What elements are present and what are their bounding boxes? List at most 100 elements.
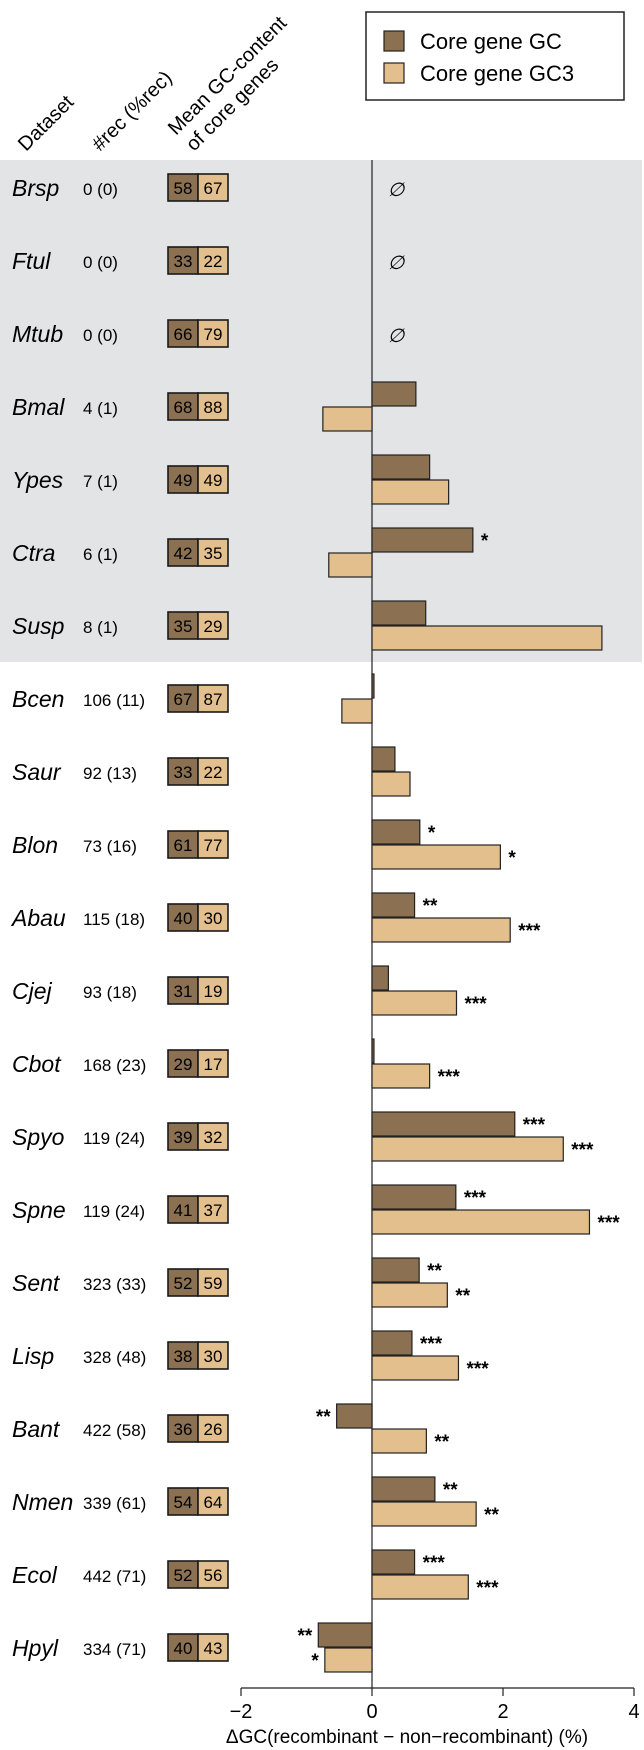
- rec-count: 73 (16): [83, 837, 137, 856]
- row-blon: Blon 73 (16) 61 77: [12, 830, 229, 859]
- gc3-bar-hpyl: [324, 1647, 373, 1673]
- gc3-value: 22: [204, 763, 223, 782]
- gc3-value: 32: [204, 1128, 223, 1147]
- rec-count: 0 (0): [83, 253, 118, 272]
- gc-value: 52: [174, 1566, 193, 1585]
- rec-count: 0 (0): [83, 180, 118, 199]
- significance-label: **: [455, 1286, 470, 1307]
- gc3-box: [197, 1560, 229, 1589]
- gc3-bar-bmal: [322, 406, 373, 432]
- gc-value: 40: [174, 909, 193, 928]
- gc3-value: 35: [204, 544, 223, 563]
- dataset-label: Bant: [12, 1416, 61, 1442]
- gc3-value: 17: [204, 1055, 223, 1074]
- gc3-bar-sent: [371, 1282, 448, 1308]
- row-sent: Sent 323 (33) 52 59: [12, 1268, 229, 1297]
- gc3-value: 79: [204, 325, 223, 344]
- gc3-value: 59: [204, 1274, 223, 1293]
- gc-box: [167, 1560, 199, 1589]
- x-axis: ΔGC(recombinant − non−recombinant) (%) −…: [226, 1687, 640, 1748]
- significance-label: ***: [523, 1115, 546, 1136]
- gc3-bar-susp: [371, 625, 603, 651]
- significance-label: ***: [476, 1578, 499, 1599]
- gc3-bar-cjej: [371, 990, 458, 1016]
- gc-box: [167, 1122, 199, 1151]
- row-brsp: Brsp 0 (0) 58 67 ∅: [12, 173, 406, 202]
- row-lisp: Lisp 328 (48) 38 30: [12, 1341, 229, 1370]
- significance-label: **: [443, 1480, 458, 1501]
- gc3-value: 43: [204, 1639, 223, 1658]
- gc3-box: [197, 538, 229, 567]
- row-hpyl: Hpyl 334 (71) 40 43: [12, 1633, 229, 1662]
- gc-bar-susp: [371, 600, 427, 626]
- gc-value: 42: [174, 544, 193, 563]
- legend-swatch-gc: [383, 30, 405, 52]
- gc-box: [167, 319, 199, 348]
- bars: ****************************************…: [297, 381, 620, 1673]
- gc3-value: 77: [204, 836, 223, 855]
- gc3-bar-ecol: [371, 1574, 469, 1600]
- gc3-value: 67: [204, 179, 223, 198]
- row-saur: Saur 92 (13) 33 22: [12, 757, 229, 786]
- rec-count: 6 (1): [83, 545, 118, 564]
- row-abau: Abau 115 (18) 40 30: [10, 903, 229, 932]
- gc-bar-ecol: [371, 1549, 416, 1575]
- row-spne: Spne 119 (24) 41 37: [12, 1195, 229, 1224]
- x-tick-label: 2: [497, 1701, 508, 1723]
- row-ftul: Ftul 0 (0) 33 22 ∅: [12, 246, 406, 275]
- gc3-box: [197, 173, 229, 202]
- dataset-label: Ftul: [12, 248, 51, 274]
- significance-label: **: [297, 1626, 312, 1647]
- legend-swatch-gc3: [383, 62, 405, 84]
- gc-bar-saur: [371, 746, 396, 772]
- gc-value: 41: [174, 1201, 193, 1220]
- row-nmen: Nmen 339 (61) 54 64: [12, 1487, 229, 1516]
- gc-bar-sent: [371, 1257, 420, 1283]
- gc-bar-ypes: [371, 454, 431, 480]
- gc3-value: 22: [204, 252, 223, 271]
- gc-value: 33: [174, 763, 193, 782]
- header-dataset: Dataset: [14, 91, 79, 156]
- rec-count: 0 (0): [83, 326, 118, 345]
- rec-count: 115 (18): [83, 910, 145, 929]
- significance-label: *: [428, 823, 436, 844]
- gc-value: 33: [174, 252, 193, 271]
- gc3-bar-saur: [371, 771, 411, 797]
- gc3-bar-ctra: [328, 552, 373, 578]
- legend-label-gc3: Core gene GC3: [420, 61, 574, 86]
- gc-value: 39: [174, 1128, 193, 1147]
- gc-bar-spyo: [371, 1111, 516, 1137]
- gc-value: 52: [174, 1274, 193, 1293]
- gc-value: 35: [174, 617, 193, 636]
- significance-label: ***: [420, 1334, 443, 1355]
- gc3-box: [197, 903, 229, 932]
- gc-box: [167, 1633, 199, 1662]
- no-recombination-mark: ∅: [388, 326, 406, 347]
- gc3-bar-cbot: [371, 1063, 431, 1089]
- gc3-bar-abau: [371, 917, 511, 943]
- row-bcen: Bcen 106 (11) 67 87: [12, 684, 229, 713]
- gc3-value: 49: [204, 471, 223, 490]
- dataset-label: Susp: [12, 613, 65, 639]
- gc3-box: [197, 1633, 229, 1662]
- dataset-label: Ctra: [12, 540, 55, 566]
- legend: Core gene GC Core gene GC3: [365, 11, 625, 101]
- rec-count: 334 (71): [83, 1640, 146, 1659]
- significance-label: **: [484, 1505, 499, 1526]
- dataset-label: Bmal: [12, 394, 65, 420]
- significance-label: **: [316, 1407, 331, 1428]
- gc3-box: [197, 1122, 229, 1151]
- gc3-bar-bant: [371, 1428, 427, 1454]
- significance-label: ***: [464, 994, 487, 1015]
- gc3-box: [197, 830, 229, 859]
- gc-value: 40: [174, 1639, 193, 1658]
- significance-label: ***: [466, 1359, 489, 1380]
- significance-label: *: [481, 531, 489, 552]
- dataset-label: Bcen: [12, 686, 64, 712]
- row-susp: Susp 8 (1) 35 29: [12, 611, 229, 640]
- dataset-label: Blon: [12, 832, 58, 858]
- dataset-label: Cbot: [12, 1051, 62, 1077]
- row-cbot: Cbot 168 (23) 29 17: [12, 1049, 229, 1078]
- rec-count: 422 (58): [83, 1421, 146, 1440]
- gc3-value: 30: [204, 1347, 223, 1366]
